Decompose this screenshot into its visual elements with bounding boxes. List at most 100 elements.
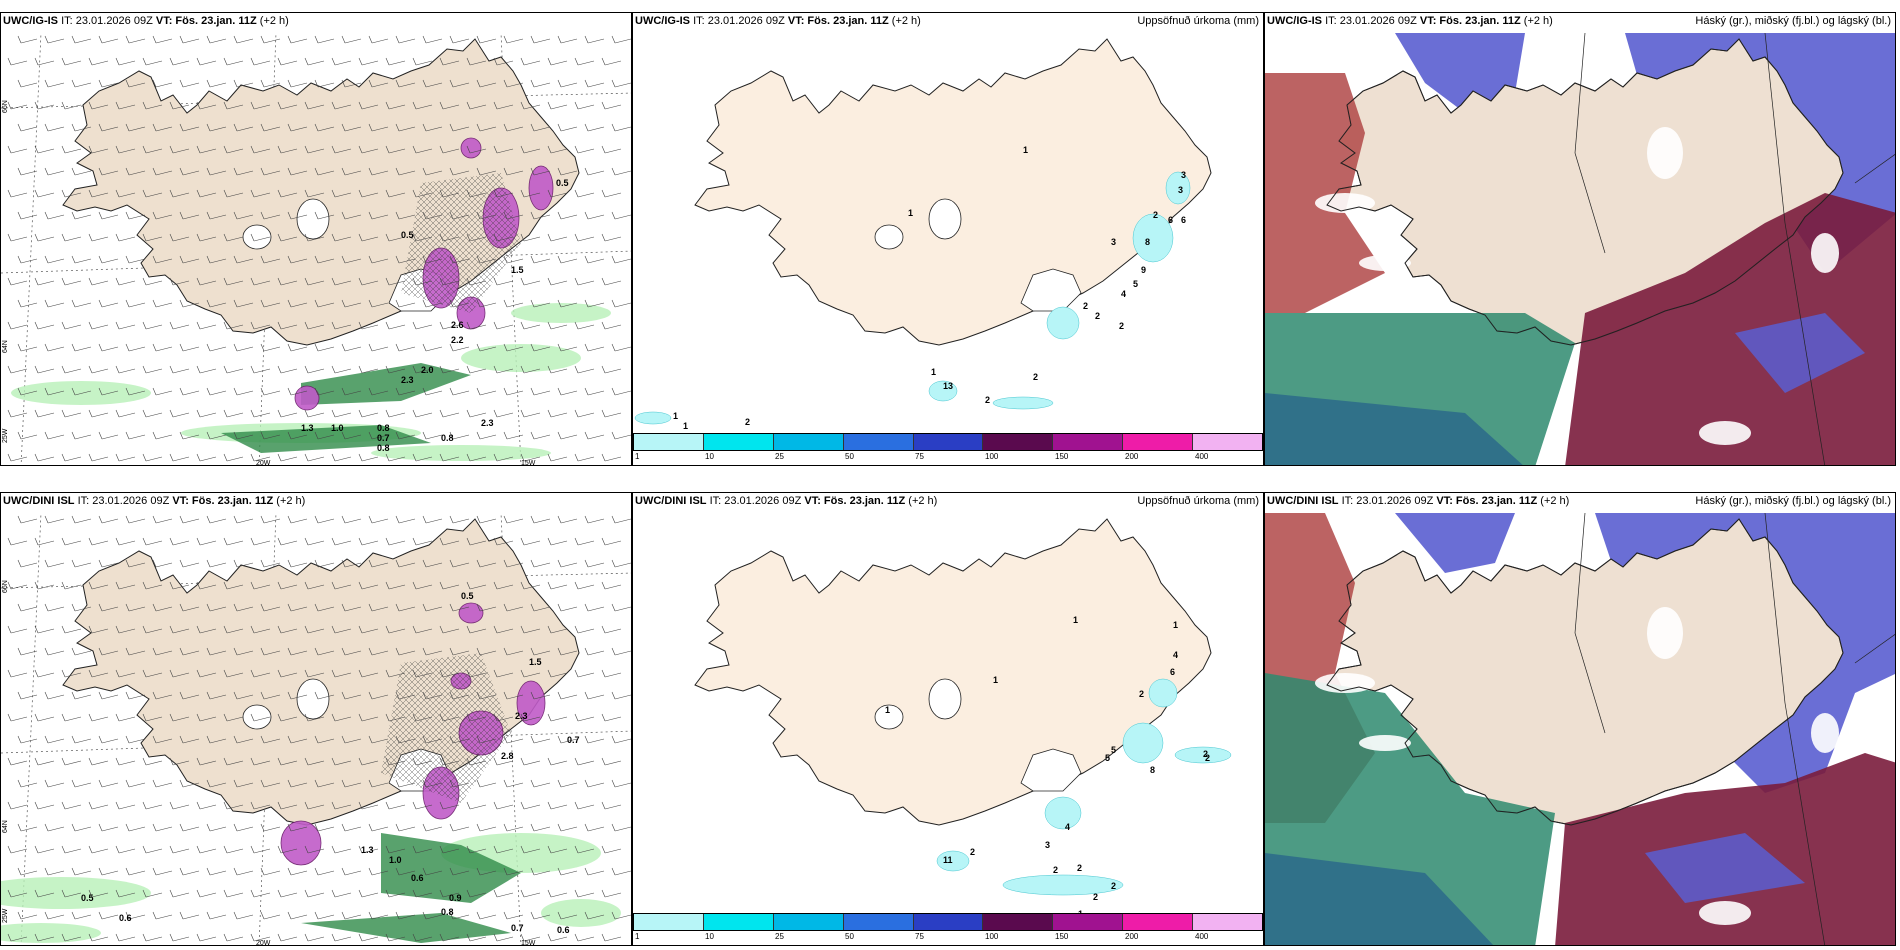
precip-label: 2 [985, 395, 990, 405]
contour-label: 2.3 [481, 418, 494, 428]
precip-label: 2 [1077, 863, 1082, 873]
wind-panel-bottom: UWC/DINI ISL IT: 23.01.2026 09Z VT: Fös.… [0, 492, 632, 946]
precip-label: 3 [1045, 840, 1050, 850]
contour-label: 0.8 [377, 443, 390, 453]
precip-label: 2 [1139, 689, 1144, 699]
colorbar-segment [1193, 434, 1263, 450]
colorbar-segment [1193, 914, 1263, 930]
cloud-panel-bottom: UWC/DINI ISL IT: 23.01.2026 09Z VT: Fös.… [1264, 492, 1896, 946]
colorbar-segment [1053, 914, 1124, 930]
colorbar-tick: 10 [705, 452, 714, 461]
precip-label: 1 [673, 411, 678, 421]
precip-label: 1 [908, 208, 913, 218]
contour-label: 2.3 [401, 375, 414, 385]
contour-label: 0.7 [567, 735, 580, 745]
colorbar-tick: 1 [635, 452, 640, 461]
contour-label: 0.5 [401, 230, 414, 240]
colorbar-tick: 75 [915, 932, 924, 941]
panel-header: UWC/DINI ISL IT: 23.01.2026 09Z VT: Fös.… [1267, 495, 1570, 507]
precip-label: 3 [1111, 237, 1116, 247]
contour-label: 2.8 [501, 751, 514, 761]
colorbar-tick: 50 [845, 932, 854, 941]
colorbar-tick: 400 [1195, 452, 1209, 461]
colorbar-segment [913, 914, 984, 930]
cloud-title: Háský (gr.), miðský (fj.bl.) og lágský (… [1695, 495, 1891, 507]
precip-label: 5 [1133, 279, 1138, 289]
precip-label: 2 [1083, 301, 1088, 311]
precip-panel-top: UWC/IG-IS IT: 23.01.2026 09Z VT: Fös. 23… [632, 12, 1264, 466]
wind-map-bottom: 66N 64N 25W 20W 15W 0.5 1.5 2.3 2.8 1.3 1.0 0.6 0.7 0… [1, 512, 631, 946]
axis-label: 25W [2, 428, 9, 443]
colorbar-segment [634, 914, 704, 930]
axis-label: 15W [521, 460, 536, 466]
panel-header: UWC/IG-IS IT: 23.01.2026 09Z VT: Fös. 23… [1267, 15, 1553, 27]
precip-label: 1 [885, 705, 890, 715]
colorbar-segment [703, 914, 774, 930]
colorbar-tick: 200 [1125, 932, 1139, 941]
colorbar-segment [913, 434, 984, 450]
contour-label: 1.5 [529, 657, 542, 667]
precip-label: 5 [1105, 753, 1110, 763]
colorbar-tick: 75 [915, 452, 924, 461]
precip-label: 5 [1111, 745, 1116, 755]
wind-barbs [7, 35, 631, 462]
colorbar-tick: 1 [635, 932, 640, 941]
precip-label: 2 [1095, 311, 1100, 321]
colorbar-tick: 150 [1055, 452, 1069, 461]
colorbar-segment [983, 914, 1054, 930]
contour-label: 0.5 [556, 178, 569, 188]
contour-label: 2.6 [451, 320, 464, 330]
colorbar-tick: 10 [705, 932, 714, 941]
contour-label: 0.6 [557, 925, 570, 935]
precip-label: 4 [1065, 822, 1070, 832]
precip-label: 8 [1145, 237, 1150, 247]
precip-label: 2 [970, 847, 975, 857]
contour-label: 1.3 [301, 423, 314, 433]
cloud-panel-top: UWC/IG-IS IT: 23.01.2026 09Z VT: Fös. 23… [1264, 12, 1896, 466]
precip-colorbar [633, 913, 1263, 931]
contour-label: 0.6 [119, 913, 132, 923]
precip-label: 1 [1073, 615, 1078, 625]
precip-panel-bottom: UWC/DINI ISL IT: 23.01.2026 09Z VT: Fös.… [632, 492, 1264, 946]
colorbar-segment [983, 434, 1054, 450]
colorbar-tick: 200 [1125, 452, 1139, 461]
precip-colorbar [633, 433, 1263, 451]
colorbar-tick: 100 [985, 452, 999, 461]
contour-label: 0.5 [81, 893, 94, 903]
precip-label: 3 [1178, 185, 1183, 195]
precip-title: Uppsöfnuð úrkoma (mm) [1137, 495, 1259, 507]
axis-label: 66N [2, 580, 9, 593]
panel-header: UWC/IG-IS IT: 23.01.2026 09Z VT: Fös. 23… [3, 15, 289, 27]
colorbar-segment [703, 434, 774, 450]
colorbar-tick: 400 [1195, 932, 1209, 941]
colorbar-segment [634, 434, 704, 450]
axis-label: 25W [2, 908, 9, 923]
precip-label: 6 [1168, 215, 1173, 225]
contour-label: 1.3 [361, 845, 374, 855]
precip-label: 13 [943, 381, 953, 391]
contour-label: 0.8 [377, 423, 390, 433]
precip-label: 2 [1119, 321, 1124, 331]
axis-label: 20W [256, 940, 271, 946]
colorbar-tick: 150 [1055, 932, 1069, 941]
contour-label: 0.7 [511, 923, 524, 933]
contour-label: 0.5 [461, 591, 474, 601]
precip-label: 4 [1121, 289, 1126, 299]
axis-label: 64N [2, 820, 9, 833]
precip-label: 1 [993, 675, 998, 685]
contour-label: 0.8 [441, 907, 454, 917]
precip-label: 2 [1205, 753, 1210, 763]
contour-label: 0.8 [441, 433, 454, 443]
cloud-map-bottom [1265, 493, 1895, 945]
precip-label: 1 [1173, 620, 1178, 630]
precip-label: 2 [1033, 372, 1038, 382]
colorbar-tick: 100 [985, 932, 999, 941]
precip-label: 1 [931, 367, 936, 377]
wind-barbs [7, 515, 631, 942]
axis-label: 15W [521, 940, 536, 946]
precip-label: 6 [1181, 215, 1186, 225]
contour-label: 0.7 [377, 433, 390, 443]
contour-label: 1.5 [511, 265, 524, 275]
contour-label: 1.0 [389, 855, 402, 865]
